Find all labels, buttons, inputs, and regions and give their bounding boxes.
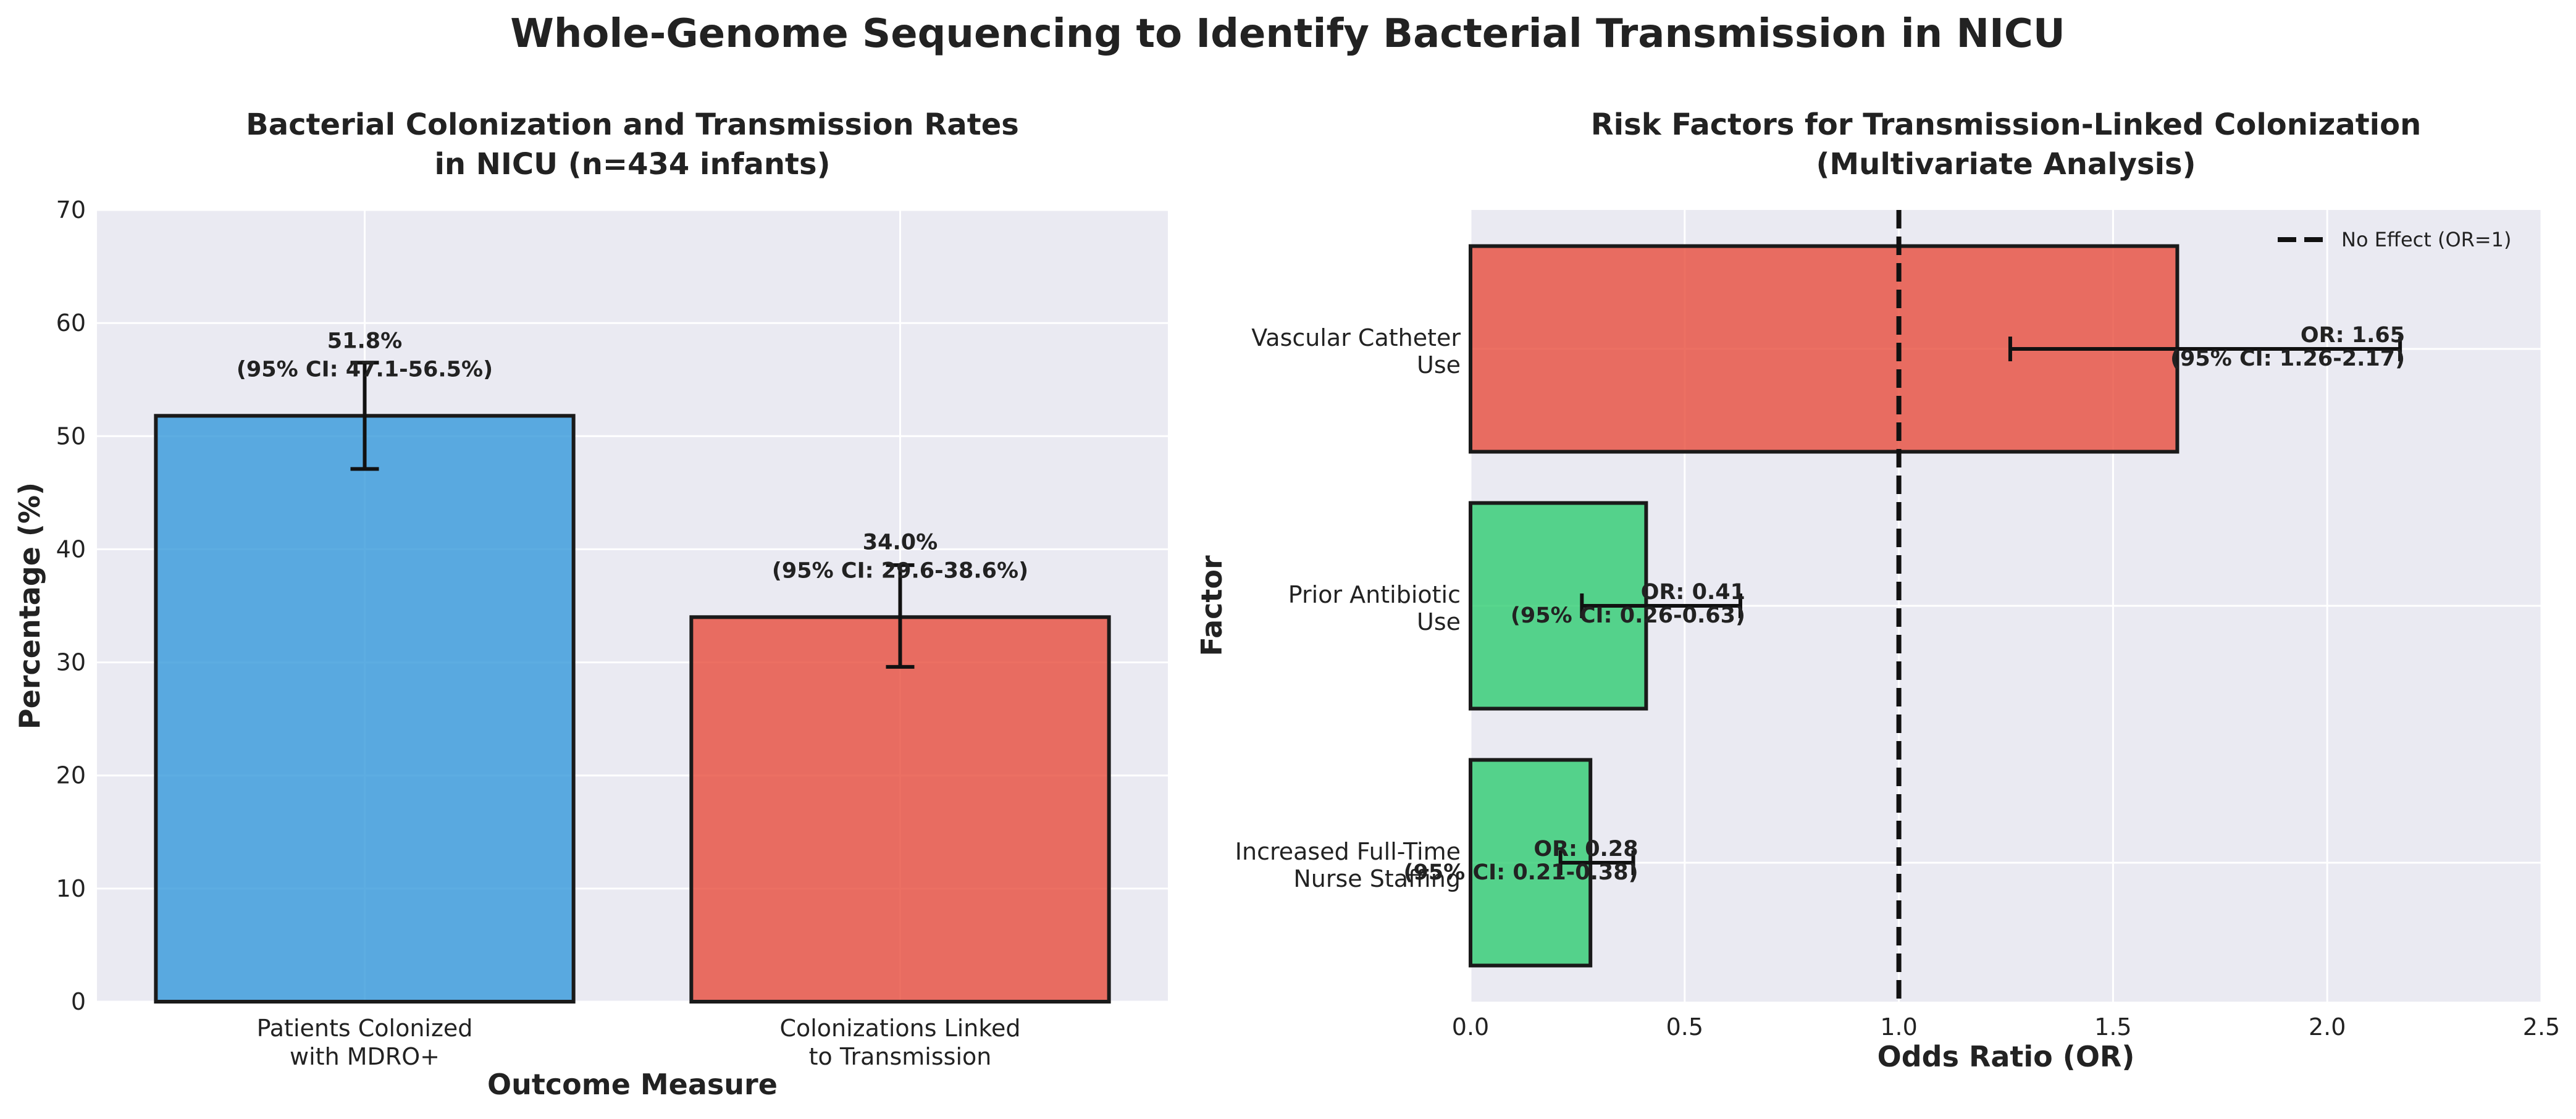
x-tick-label: 1.5 bbox=[2094, 1013, 2131, 1041]
y-tick-label: 10 bbox=[56, 875, 86, 902]
y-axis-label: Percentage (%) bbox=[13, 482, 46, 729]
x-axis-label: Outcome Measure bbox=[487, 1068, 778, 1101]
y-tick-label: 20 bbox=[56, 762, 86, 789]
legend-label: No Effect (OR=1) bbox=[2341, 228, 2512, 251]
bar bbox=[154, 414, 576, 1004]
y-tick-label: 0 bbox=[71, 988, 86, 1015]
y-tick-label: 60 bbox=[56, 309, 86, 337]
y-tick-label: Prior Antibiotic Use bbox=[1288, 581, 1461, 635]
chart-title: Risk Factors for Transmission-Linked Col… bbox=[1591, 107, 2422, 182]
y-tick-label: 30 bbox=[56, 649, 86, 676]
y-tick-label: Increased Full-Time Nurse Staffing bbox=[1235, 838, 1461, 892]
y-tick-label: 40 bbox=[56, 535, 86, 563]
x-tick-label: 1.0 bbox=[1880, 1013, 1917, 1041]
x-tick-label: 0.5 bbox=[1666, 1013, 1703, 1041]
bar-data-label: OR: 0.41 (95% CI: 0.26-0.63) bbox=[1511, 580, 1745, 628]
risk-factor-chart: 0.0 0.5 1.0 1.5 2.0 2.5 Vascular Catheter Use OR… bbox=[1195, 107, 2560, 1073]
y-axis-label: Factor bbox=[1195, 555, 1228, 656]
y-tick-label: 70 bbox=[56, 196, 86, 224]
bar-data-label: OR: 0.28 (95% CI: 0.21-0.38) bbox=[1403, 837, 1638, 885]
x-tick-label: 0.0 bbox=[1452, 1013, 1489, 1041]
x-tick-label: Patients Colonized with MDRO+ bbox=[257, 1015, 473, 1070]
y-tick-label: Vascular Catheter Use bbox=[1251, 324, 1461, 379]
bar-data-label: 34.0% (95% CI: 29.6-38.6%) bbox=[772, 530, 1028, 583]
bar-data-label: 51.8% (95% CI: 47.1-56.5%) bbox=[237, 329, 493, 382]
x-tick-label: 2.0 bbox=[2309, 1013, 2346, 1041]
bar bbox=[689, 615, 1111, 1004]
figure-title: Whole-Genome Sequencing to Identify Bact… bbox=[510, 11, 2065, 57]
chart-title: Bacterial Colonization and Transmission … bbox=[246, 107, 1019, 182]
colonization-bar-chart: 0 10 20 30 40 50 60 70 51.8% (95% CI: 47.1-56.5%)… bbox=[13, 107, 1168, 1101]
x-tick-label: 2.5 bbox=[2523, 1013, 2560, 1041]
x-tick-label: Colonizations Linked to Transmission bbox=[779, 1015, 1020, 1070]
x-axis-label: Odds Ratio (OR) bbox=[1877, 1040, 2135, 1073]
bar-data-label: OR: 1.65 (95% CI: 1.26-2.17) bbox=[2170, 323, 2405, 371]
y-tick-label: 50 bbox=[56, 422, 86, 450]
